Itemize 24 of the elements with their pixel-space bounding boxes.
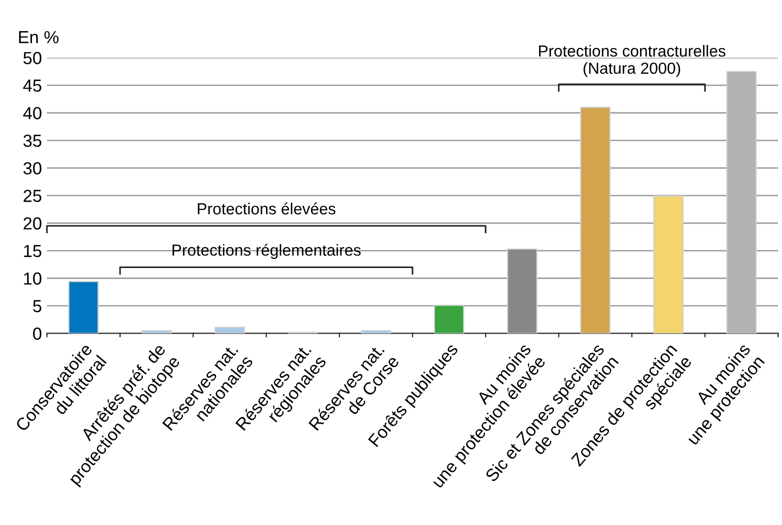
y-tick-label: 35 [23,134,42,147]
y-tick-label: 20 [24,217,42,230]
annotation: Protections contracturelles (Natura 2000) [539,44,726,78]
y-tick-label: 40 [23,107,42,120]
y-tick-label: 5 [33,300,42,312]
bar [580,106,610,334]
bar [68,281,99,334]
y-axis-title: En % [19,31,59,44]
annotation: Protections réglementaires [172,244,361,259]
bar [434,304,464,334]
y-tick-label: 10 [24,272,42,285]
y-tick-label: 0 [33,328,42,340]
y-tick-label: 15 [24,245,42,258]
bar [214,326,245,334]
bar [653,196,684,334]
y-tick-label: 25 [24,190,42,202]
annotation: Protections élevées [198,202,336,214]
y-tick-label: 45 [23,80,42,92]
bar [726,70,757,334]
bar [507,248,538,334]
bar [141,330,172,334]
y-tick-label: 30 [23,162,42,174]
bar [360,330,392,334]
y-tick-label: 50 [23,52,42,64]
